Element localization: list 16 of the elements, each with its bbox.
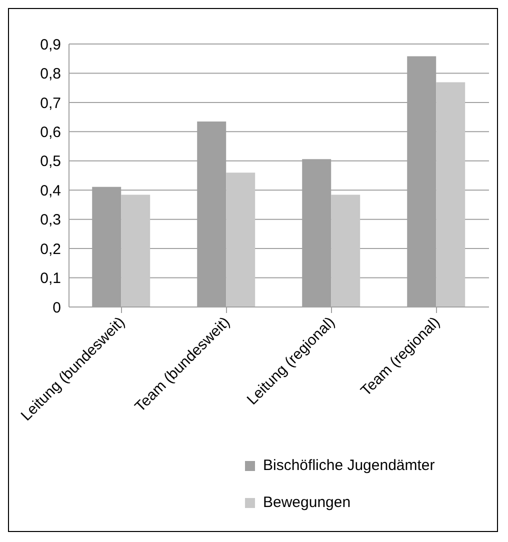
y-tick-label: 0,4 [40, 182, 61, 200]
bar [226, 172, 256, 307]
bar [331, 194, 360, 307]
bar [121, 194, 150, 307]
y-tick-label: 0,1 [40, 270, 61, 288]
legend-label: Bischöfliche Jugendämter [263, 457, 435, 474]
y-tick-label: 0,3 [40, 212, 61, 229]
y-tick-label: 0,2 [40, 240, 61, 258]
bar [436, 82, 466, 307]
y-tick-label: 0,9 [40, 36, 61, 54]
y-tick-label: 0,5 [40, 153, 61, 170]
y-tick-label: 0,7 [40, 94, 61, 112]
y-tick-label: 0,6 [40, 124, 61, 141]
legend-label: Bewegungen [263, 494, 351, 511]
y-tick-label: 0 [52, 299, 61, 316]
y-tick-label: 0,8 [40, 66, 61, 83]
